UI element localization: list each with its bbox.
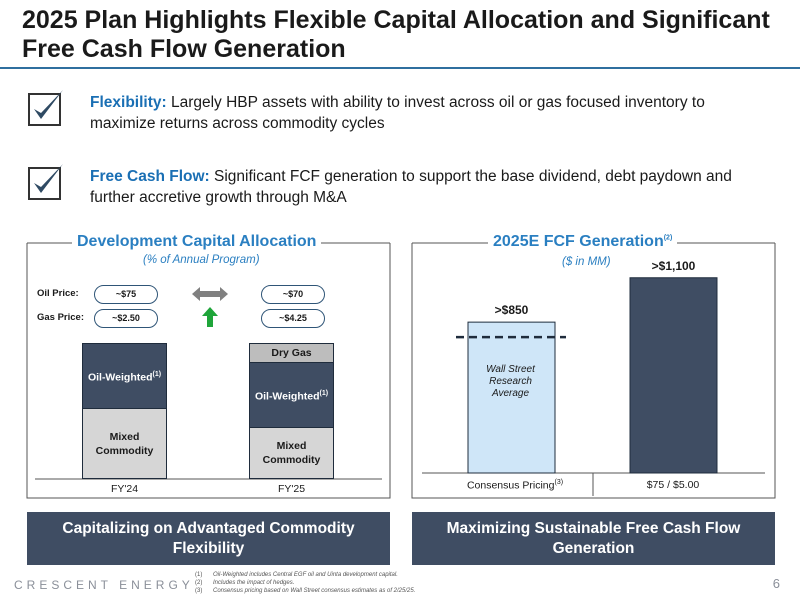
data-label: >$1,100 xyxy=(652,259,696,273)
right-panel-title-sup: (2) xyxy=(663,234,673,242)
left-panel-subtitle: (% of Annual Program) xyxy=(143,254,260,266)
footnotes: (1) Oil-Weighted includes Central EGF oil… xyxy=(195,571,415,595)
segment-label: Oil-Weighted(1) xyxy=(255,387,328,404)
footnote-text: Oil-Weighted includes Central EGF oil an… xyxy=(213,572,398,578)
x-tick-label: Consensus Pricing(3) xyxy=(440,479,590,492)
fy25-mixed-commodity-segment: Mixed Commodity xyxy=(249,427,334,479)
segment-label-sup: (1) xyxy=(152,370,162,378)
x-tick-label-text: Consensus Pricing xyxy=(466,479,555,492)
fy24-mixed-commodity-segment: Mixed Commodity xyxy=(82,408,167,479)
right-panel-title-text: 2025E FCF Generation xyxy=(493,233,664,250)
footnote: (1) Oil-Weighted includes Central EGF oil… xyxy=(195,571,415,579)
bullet-text: Largely HBP assets with ability to inves… xyxy=(90,94,705,132)
up-arrow-icon xyxy=(202,307,218,327)
segment-label: Mixed Commodity xyxy=(95,430,154,457)
segment-label: Oil-Weighted(1) xyxy=(88,368,161,385)
segment-label: Dry Gas xyxy=(271,347,312,359)
footnote-text: Consensus pricing based on Wall Street c… xyxy=(213,588,416,594)
page-title: 2025 Plan Highlights Flexible Capital Al… xyxy=(22,6,770,63)
brand-logo: CRESCENT ENERGY xyxy=(14,578,194,592)
footnote-number: (3) xyxy=(195,588,203,594)
bullet-lead: Flexibility: xyxy=(90,94,167,111)
x-tick-label: FY'25 xyxy=(277,483,306,495)
checkbox-check-icon xyxy=(28,90,63,126)
right-panel-title: 2025E FCF Generation(2) xyxy=(488,233,678,251)
footnote-text: Includes the impact of hedges. xyxy=(213,580,295,586)
plan-bar xyxy=(629,277,718,474)
fy24-gas-price-pill: ~$2.50 xyxy=(94,309,158,328)
footnote: (3) Consensus pricing based on Wall Stree… xyxy=(195,587,415,595)
fy24-oil-price-pill: ~$75 xyxy=(94,285,158,304)
double-arrow-icon xyxy=(192,287,228,301)
fy24-oil-weighted-segment: Oil-Weighted(1) xyxy=(82,343,167,409)
fy25-oil-price-pill: ~$70 xyxy=(261,285,325,304)
footnote-number: (2) xyxy=(195,580,203,586)
wall-street-label: Wall Street Research Average xyxy=(486,364,535,399)
oil-price-label: Oil Price: xyxy=(37,288,79,299)
data-label: >$850 xyxy=(495,303,529,317)
segment-label-sup: (1) xyxy=(319,389,329,397)
bullet-text: Significant FCF generation to support th… xyxy=(90,168,732,206)
segment-label-text: Oil-Weighted xyxy=(254,390,320,403)
left-takeaway-box: Capitalizing on Advantaged Commodity Fle… xyxy=(27,512,390,565)
left-panel-title: Development Capital Allocation xyxy=(72,233,322,251)
x-tick-label-sup: (3) xyxy=(554,479,564,486)
fy25-oil-weighted-segment: Oil-Weighted(1) xyxy=(249,362,334,428)
gas-price-label: Gas Price: xyxy=(37,312,84,323)
x-tick-label: FY'24 xyxy=(110,483,139,495)
x-tick-label: $75 / $5.00 xyxy=(646,479,700,491)
segment-label-text: Oil-Weighted xyxy=(87,371,153,384)
footnote: (2) Includes the impact of hedges. xyxy=(195,579,415,587)
footnote-number: (1) xyxy=(195,572,203,578)
fy25-gas-price-pill: ~$4.25 xyxy=(261,309,325,328)
title-divider xyxy=(0,67,800,69)
segment-label: Mixed Commodity xyxy=(262,440,321,466)
consensus-bar xyxy=(467,321,556,474)
right-panel-subtitle: ($ in MM) xyxy=(562,256,611,268)
bullet-free-cash-flow: Free Cash Flow: Significant FCF generati… xyxy=(90,166,770,208)
bullet-lead: Free Cash Flow: xyxy=(90,168,210,185)
bullet-flexibility: Flexibility: Largely HBP assets with abi… xyxy=(90,92,770,134)
checkbox-check-icon xyxy=(28,164,63,200)
fy25-dry-gas-segment: Dry Gas xyxy=(249,343,334,363)
right-takeaway-box: Maximizing Sustainable Free Cash Flow Ge… xyxy=(412,512,775,565)
page-number: 6 xyxy=(772,576,780,591)
